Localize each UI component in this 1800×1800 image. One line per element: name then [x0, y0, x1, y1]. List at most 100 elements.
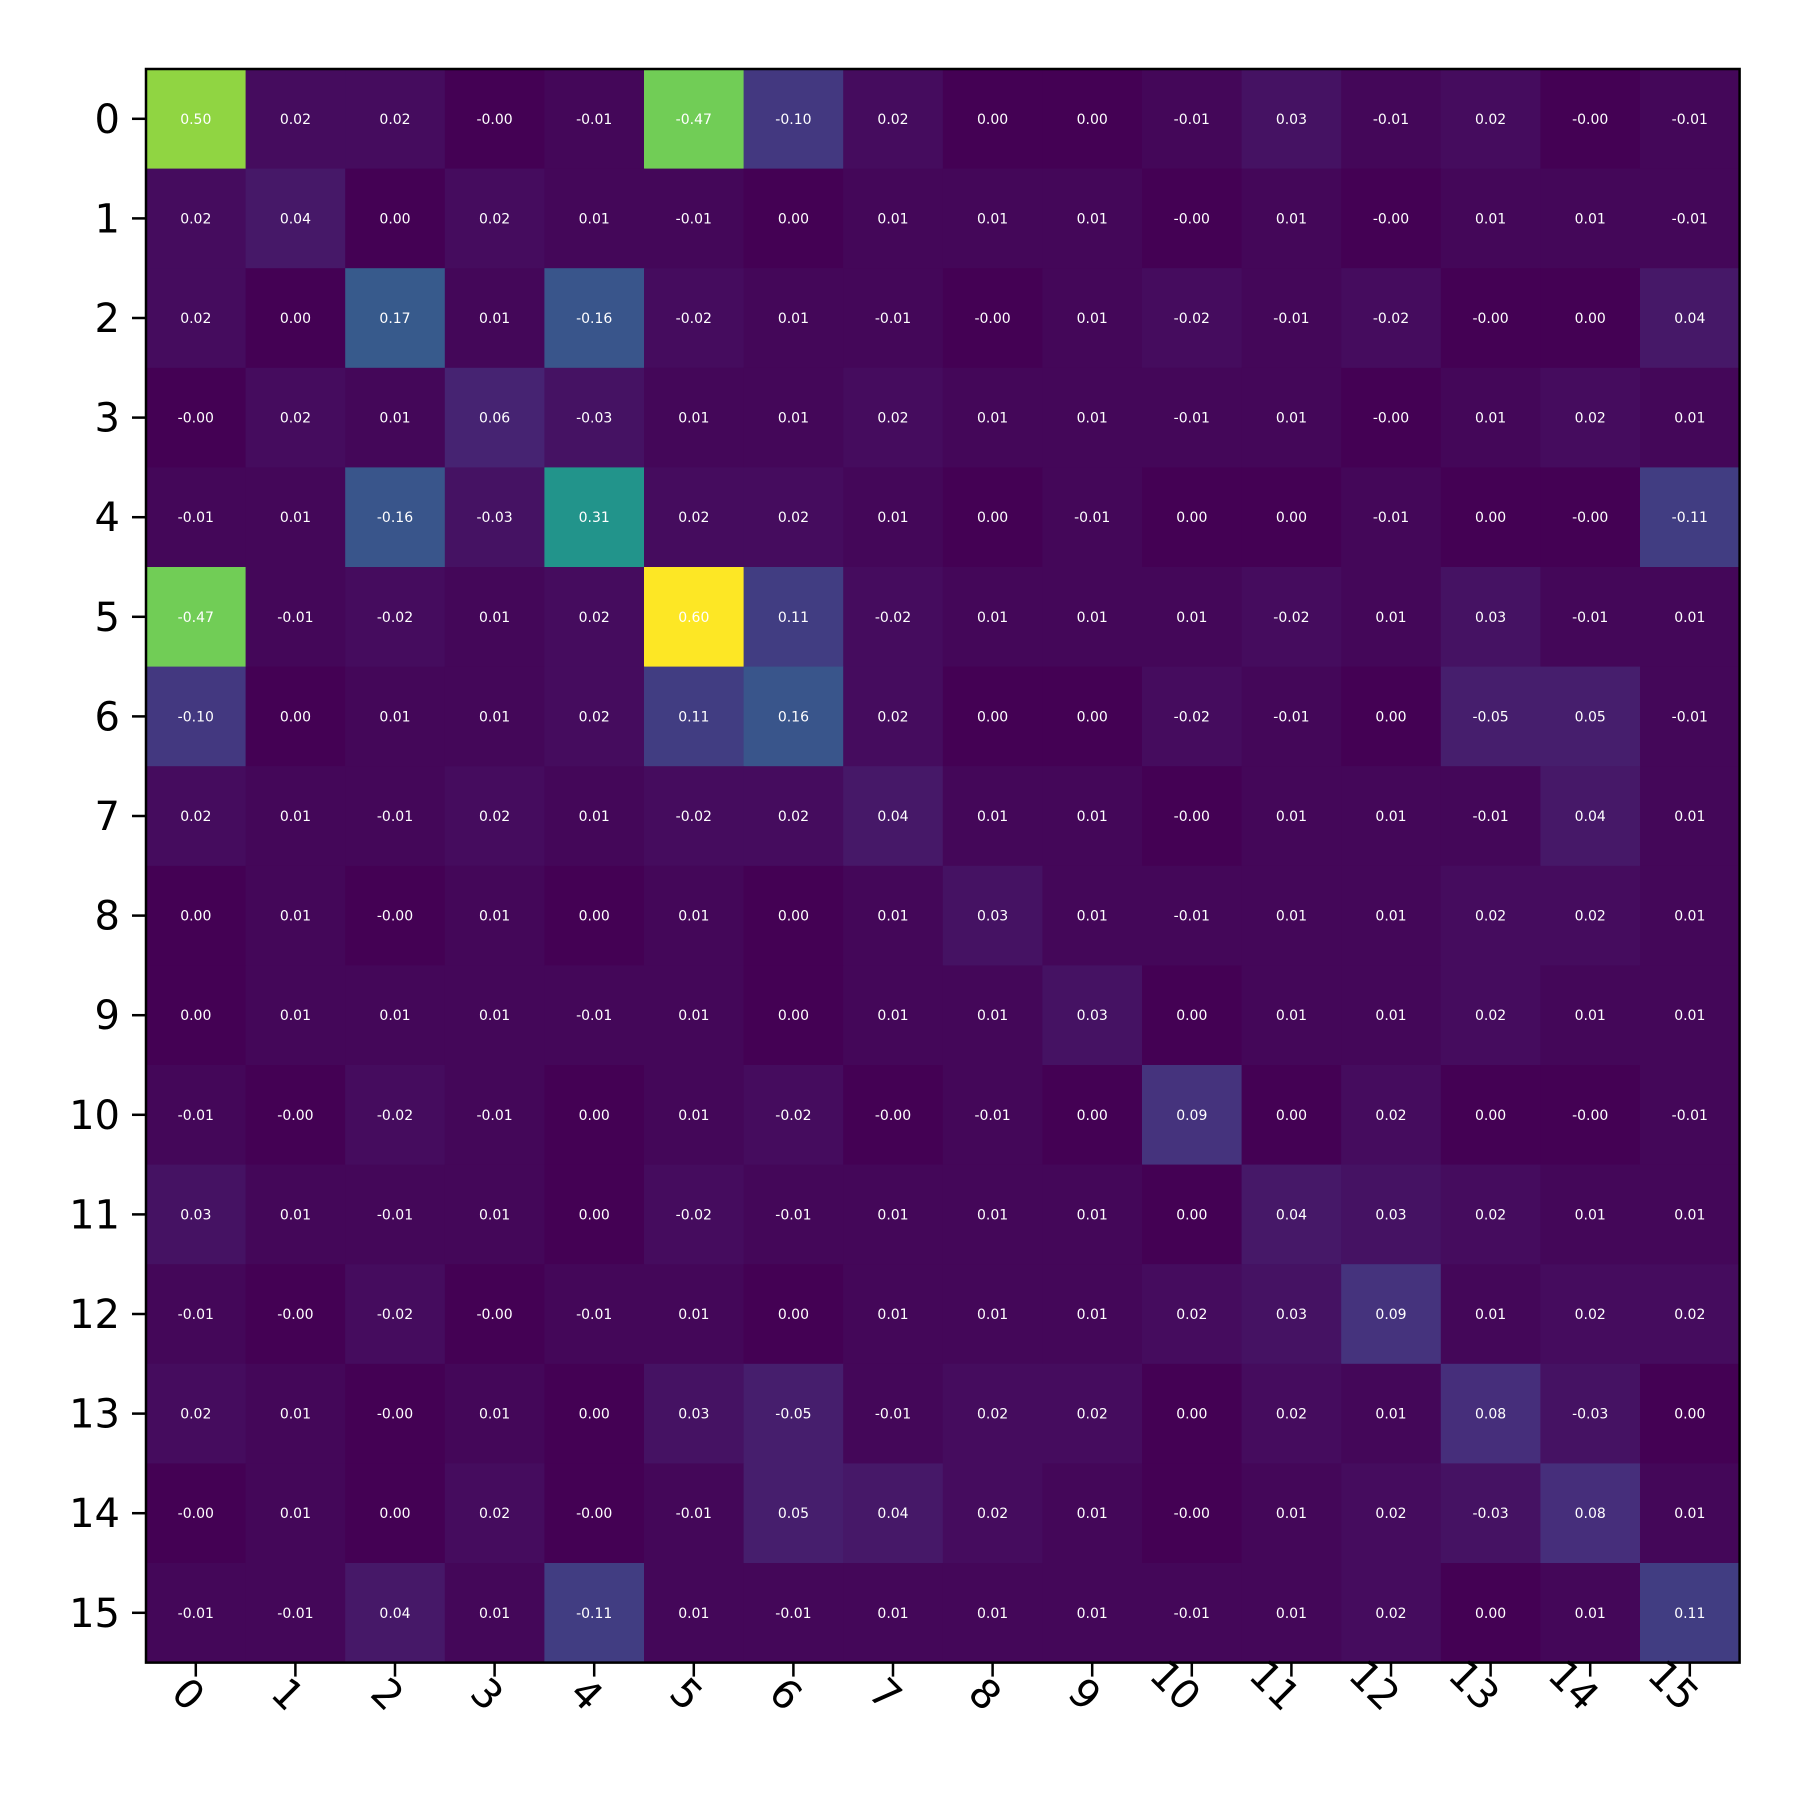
heatmap-cell-r7-c5	[644, 766, 745, 867]
cell-value-label: 0.01	[977, 1307, 1008, 1323]
heatmap-cell-r10-c12	[1341, 1065, 1442, 1166]
heatmap-cell-r15-c15	[1640, 1563, 1741, 1664]
cell-value-label: 0.01	[479, 909, 510, 925]
cell-value-label: -0.02	[1174, 709, 1210, 725]
cell-value-label: -0.02	[1373, 311, 1409, 327]
heatmap-cell-r1-c1	[245, 168, 346, 269]
cell-value-label: 0.02	[1475, 1008, 1506, 1024]
cell-value-label: 0.02	[1475, 1207, 1506, 1223]
heatmap-cell-r10-c0	[146, 1065, 247, 1166]
cell-value-label: 0.02	[1176, 1307, 1207, 1323]
cell-value-label: -0.00	[1472, 311, 1508, 327]
cell-value-label: 0.02	[877, 411, 908, 427]
heatmap-cell-r15-c7	[843, 1563, 944, 1664]
heatmap-cell-r8-c9	[1042, 865, 1143, 966]
cell-value-label: 0.01	[280, 1008, 311, 1024]
heatmap-cell-r7-c4	[544, 766, 645, 867]
heatmap-cell-r12-c8	[942, 1264, 1043, 1365]
cell-value-label: 0.01	[280, 809, 311, 825]
cell-value-label: 0.00	[579, 909, 610, 925]
cell-value-label: 0.01	[1077, 909, 1108, 925]
heatmap-cell-r12-c11	[1241, 1264, 1342, 1365]
cell-value-label: 0.00	[579, 1207, 610, 1223]
heatmap-cell-r4-c14	[1540, 467, 1641, 568]
heatmap-cell-r10-c14	[1540, 1065, 1641, 1166]
heatmap-cell-r0-c5	[644, 69, 745, 170]
heatmap-cell-r1-c0	[146, 168, 247, 269]
cell-value-label: 0.60	[678, 610, 709, 626]
heatmap-cell-r4-c8	[942, 467, 1043, 568]
heatmap-cell-r2-c4	[544, 268, 645, 369]
heatmap-cell-r6-c9	[1042, 666, 1143, 767]
heatmap-cell-r10-c3	[444, 1065, 545, 1166]
heatmap-cell-r13-c2	[345, 1363, 446, 1464]
heatmap-cell-r0-c1	[245, 69, 346, 170]
cell-value-label: -0.02	[377, 1108, 413, 1124]
cell-value-label: 0.00	[778, 1307, 809, 1323]
cell-value-label: 0.01	[1475, 1307, 1506, 1323]
heatmap-cell-r12-c14	[1540, 1264, 1641, 1365]
cell-value-label: -0.00	[277, 1108, 313, 1124]
x-tick-label: 1	[262, 1670, 313, 1721]
cell-value-label: 0.01	[877, 1307, 908, 1323]
heatmap-cell-r14-c2	[345, 1463, 446, 1564]
cell-value-label: -0.01	[1174, 411, 1210, 427]
cell-value-label: 0.09	[1375, 1307, 1406, 1323]
cell-value-label: 0.02	[778, 510, 809, 526]
heatmap-cell-r9-c7	[843, 965, 944, 1066]
heatmap-cell-r9-c8	[942, 965, 1043, 1066]
heatmap-cell-r12-c5	[644, 1264, 745, 1365]
heatmap-cell-r4-c13	[1440, 467, 1541, 568]
cell-value-label: 0.01	[977, 809, 1008, 825]
cell-value-label: 0.01	[479, 709, 510, 725]
y-tick-label: 0	[95, 97, 120, 143]
cell-value-label: 0.00	[1575, 311, 1606, 327]
cell-value-label: 0.01	[479, 1407, 510, 1423]
heatmap-cell-r15-c10	[1142, 1563, 1243, 1664]
heatmap-cell-r15-c9	[1042, 1563, 1143, 1664]
heatmap-cell-r3-c2	[345, 367, 446, 468]
cell-value-label: -0.02	[377, 1307, 413, 1323]
heatmap-cell-r1-c12	[1341, 168, 1442, 269]
cell-value-label: -0.01	[576, 1307, 612, 1323]
x-tick-label: 8	[959, 1670, 1010, 1721]
x-tick-label: 5	[660, 1670, 711, 1721]
cell-value-label: -0.01	[1672, 211, 1708, 227]
heatmap-cell-r8-c5	[644, 865, 745, 966]
heatmap-cell-r2-c13	[1440, 268, 1541, 369]
cell-value-label: -0.01	[775, 1207, 811, 1223]
heatmap-cell-r10-c1	[245, 1065, 346, 1166]
cell-value-label: 0.03	[1276, 1307, 1307, 1323]
heatmap-cell-r7-c3	[444, 766, 545, 867]
cell-value-label: 0.01	[877, 1008, 908, 1024]
cell-value-label: 0.04	[877, 1506, 908, 1522]
heatmap-cell-r2-c0	[146, 268, 247, 369]
heatmap-cell-r10-c11	[1241, 1065, 1342, 1166]
cell-value-label: -0.00	[1373, 411, 1409, 427]
cell-value-label: -0.01	[576, 1008, 612, 1024]
heatmap-cell-r10-c10	[1142, 1065, 1243, 1166]
heatmap-cell-r4-c1	[245, 467, 346, 568]
heatmap-cell-r6-c4	[544, 666, 645, 767]
heatmap-cell-r4-c9	[1042, 467, 1143, 568]
x-tick-label: 7	[860, 1670, 911, 1721]
heatmap-cell-r4-c10	[1142, 467, 1243, 568]
heatmap-cell-r15-c3	[444, 1563, 545, 1664]
cell-value-label: -0.02	[1174, 311, 1210, 327]
cell-value-label: 0.01	[1077, 311, 1108, 327]
cell-value-label: 0.00	[1077, 709, 1108, 725]
cell-value-label: 0.01	[1077, 211, 1108, 227]
heatmap-cell-r5-c10	[1142, 567, 1243, 668]
cell-value-label: -0.00	[377, 1407, 413, 1423]
heatmap-cell-r8-c0	[146, 865, 247, 966]
cell-value-label: 0.02	[877, 709, 908, 725]
heatmap-cell-r9-c12	[1341, 965, 1442, 1066]
cell-value-label: 0.03	[678, 1407, 709, 1423]
heatmap-cell-r3-c0	[146, 367, 247, 468]
heatmap-cell-r6-c8	[942, 666, 1043, 767]
heatmap-cell-r15-c1	[245, 1563, 346, 1664]
heatmap-cell-r12-c15	[1640, 1264, 1741, 1365]
cell-value-label: 0.01	[778, 311, 809, 327]
cell-value-label: 0.02	[1475, 909, 1506, 925]
cell-value-label: -0.00	[875, 1108, 911, 1124]
